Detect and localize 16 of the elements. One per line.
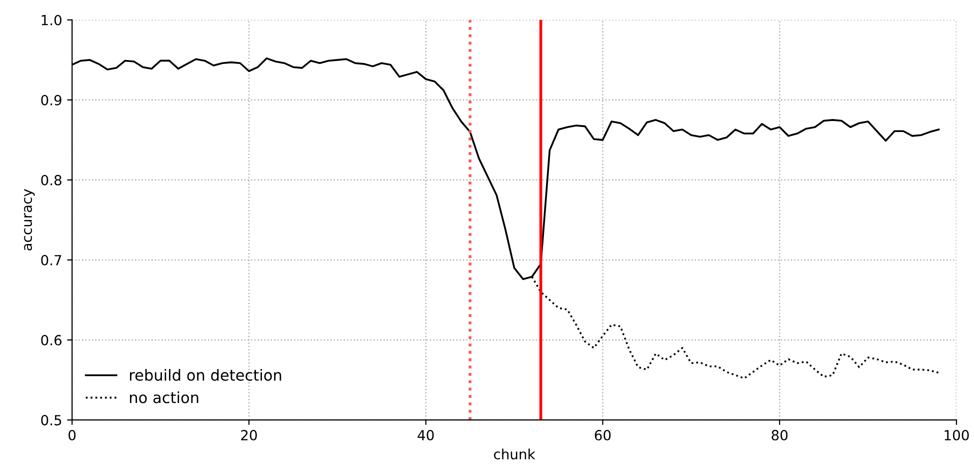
y-tick-label: 1.0 [42,14,62,26]
y-tick-label: 0.5 [41,414,62,426]
x-tick-label: 40 [418,430,434,440]
y-tick-label: 0.7 [41,254,62,266]
y-axis-title: accuracy [24,189,35,250]
x-tick-label: 60 [594,430,611,440]
legend-label: rebuild on detection [130,369,282,381]
x-tick-label: 0 [68,430,76,440]
y-tick-label: 0.6 [41,334,62,346]
y-tick-label: 0.8 [41,174,62,186]
x-tick-label: 20 [241,430,257,440]
x-tick-label: 100 [944,430,969,440]
x-tick-label: 80 [772,430,788,440]
legend-label: no action [130,391,198,404]
y-tick-label: 0.9 [41,94,62,106]
x-axis-title: chunk [494,448,536,460]
